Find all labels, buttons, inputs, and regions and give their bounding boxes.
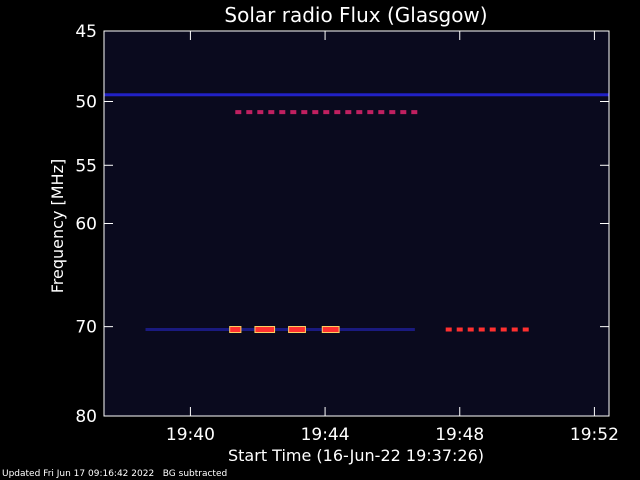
plot-area — [104, 31, 609, 416]
emission-segment — [279, 110, 286, 115]
x-tick-label: 19:44 — [301, 425, 350, 445]
emission-segment — [500, 327, 507, 332]
y-tick-label: 45 — [75, 22, 97, 42]
emission-segment — [301, 110, 308, 115]
emission-segment — [378, 110, 385, 115]
emission-segment — [323, 110, 330, 115]
y-tick-label: 80 — [75, 407, 97, 427]
x-tick-label: 19:40 — [166, 425, 215, 445]
emission-2-band — [145, 328, 415, 332]
x-axis-label: Start Time (16-Jun-22 19:37:26) — [228, 446, 484, 465]
emission-segment — [367, 110, 374, 115]
y-tick-label: 55 — [75, 156, 97, 176]
emission-segment — [511, 327, 518, 332]
emission-segment — [400, 110, 407, 115]
emission-segment — [411, 110, 418, 115]
emission-segment — [235, 110, 242, 115]
emission-segment — [467, 327, 474, 332]
emission-segment — [445, 327, 452, 332]
emission-6-burst — [321, 326, 340, 334]
emission-segment — [334, 110, 341, 115]
emission-1-dashed-band — [235, 110, 418, 115]
emission-segment — [478, 327, 485, 332]
emission-segment — [290, 110, 297, 115]
emission-segment — [522, 327, 529, 332]
axes: 45 50 55 60 70 80 19:40 19:44 19:48 19:52 — [75, 22, 619, 445]
emission-segment — [356, 110, 363, 115]
background-note: BG subtracted — [162, 469, 228, 479]
chart-title: Solar radio Flux (Glasgow) — [224, 3, 487, 27]
emission-5-burst — [288, 326, 306, 334]
emission-segment — [345, 110, 352, 115]
emission-segment — [268, 110, 275, 115]
emission-segment — [312, 110, 319, 115]
emission-segment — [489, 327, 496, 332]
emission-segment — [246, 110, 253, 115]
y-tick-label: 60 — [75, 215, 97, 235]
footer: Updated Fri Jun 17 09:16:42 2022 BG subt… — [2, 469, 227, 479]
emission-0-band — [104, 93, 609, 97]
emission-layer — [104, 93, 609, 334]
emission-segment — [456, 327, 463, 332]
y-tick-label: 70 — [75, 318, 97, 338]
emission-4-burst — [254, 326, 276, 334]
y-axis-label: Frequency [MHz] — [48, 159, 67, 293]
emission-segment — [389, 110, 396, 115]
emission-3-burst — [229, 326, 242, 334]
x-tick-label: 19:48 — [435, 425, 484, 445]
x-tick-label: 19:52 — [570, 425, 619, 445]
y-tick-label: 50 — [75, 93, 97, 113]
emission-segment — [257, 110, 264, 115]
updated-timestamp: Updated Fri Jun 17 09:16:42 2022 — [2, 469, 155, 479]
emission-7-dashed-band — [445, 327, 529, 332]
